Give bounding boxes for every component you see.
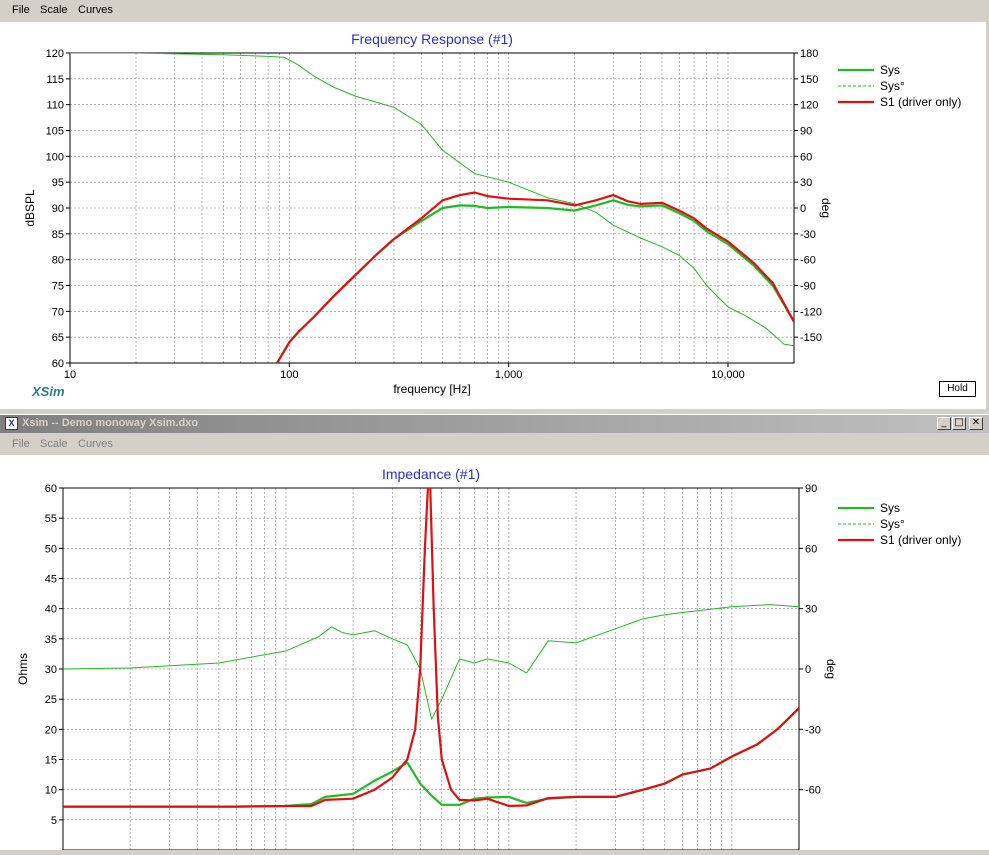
legend-label: Sys° <box>880 79 905 93</box>
y-tick-label: 115 <box>46 74 64 86</box>
y2-tick-label: -30 <box>800 229 816 241</box>
xsim-logo: XSim <box>32 384 65 399</box>
y2-tick-label: -150 <box>800 332 822 344</box>
y2-axis-label: deg <box>819 198 833 218</box>
y-tick-label: 15 <box>45 755 57 767</box>
x-tick-label: 10 <box>64 369 76 381</box>
frequency-response-chart: Frequency Response (#1) 60 65 70 75 80 85 90 95 1… <box>23 31 961 396</box>
y-tick-label: 85 <box>52 229 64 241</box>
y-tick-label: 30 <box>45 664 57 676</box>
legend-label: Sys <box>880 501 900 515</box>
minimize-icon[interactable]: _ <box>937 417 951 430</box>
series-line-s1 <box>63 488 799 808</box>
xsim-app-icon[interactable]: X <box>5 417 18 430</box>
y-tick-label: 120 <box>46 48 64 60</box>
y-tick-label: 25 <box>45 694 57 706</box>
impedance-panel: Impedance (#1) 5 10 15 20 25 30 35 40 45 50 55 60 -60… <box>0 455 989 851</box>
series-line-sys <box>276 199 794 363</box>
y-tick-label: 95 <box>52 177 64 189</box>
legend-label: Sys° <box>880 517 905 531</box>
x-axis-label: frequency [Hz] <box>393 382 470 396</box>
menu-scale[interactable]: Scale <box>40 438 68 450</box>
menu-curves[interactable]: Curves <box>78 438 113 450</box>
y2-tick-label: 90 <box>805 483 817 495</box>
hold-button[interactable]: Hold <box>939 381 976 397</box>
window-title: Xsim -- Demo monoway Xsim.dxo <box>22 417 199 429</box>
y2-tick-label: -120 <box>800 306 822 318</box>
y2-tick-label: -60 <box>805 785 821 797</box>
y2-tick-label: 180 <box>800 48 818 60</box>
legend-label: S1 (driver only) <box>880 533 961 547</box>
x-tick-label: 100 <box>280 369 298 381</box>
y2-tick-label: 90 <box>800 126 812 138</box>
y-tick-label: 60 <box>52 358 64 370</box>
y-tick-label: 20 <box>45 724 57 736</box>
window-titlebar: X Xsim -- Demo monoway Xsim.dxo _ □ ✕ <box>0 414 989 433</box>
y2-tick-label: -30 <box>805 724 821 736</box>
y2-tick-label: 0 <box>805 664 811 676</box>
y2-tick-label: 150 <box>800 74 818 86</box>
y2-tick-label: 60 <box>805 543 817 555</box>
y-tick-label: 35 <box>45 634 57 646</box>
y-tick-label: 45 <box>45 574 57 586</box>
y-tick-label: 50 <box>45 543 57 555</box>
frequency-response-panel: Frequency Response (#1) 60 65 70 75 80 85 90 95 1… <box>0 22 986 409</box>
chart-title: Frequency Response (#1) <box>351 31 513 47</box>
y2-tick-label: 60 <box>800 151 812 163</box>
y2-tick-label: 30 <box>800 177 812 189</box>
legend-label: Sys <box>880 63 900 77</box>
y2-axis-label: deg <box>824 659 838 679</box>
y-tick-label: 80 <box>52 255 64 267</box>
y2-tick-label: 120 <box>800 100 818 112</box>
series-line-sys-phase <box>70 53 794 347</box>
close-icon[interactable]: ✕ <box>969 417 983 430</box>
legend-label: S1 (driver only) <box>880 95 961 109</box>
y-tick-label: 40 <box>45 604 57 616</box>
y-tick-label: 65 <box>52 332 64 344</box>
y2-tick-label: 0 <box>800 203 806 215</box>
y-tick-label: 110 <box>46 100 64 112</box>
series-line-s1 <box>276 191 794 363</box>
y-tick-label: 70 <box>52 306 64 318</box>
y-tick-label: 90 <box>52 203 64 215</box>
maximize-icon[interactable]: □ <box>952 417 966 430</box>
menu-scale[interactable]: Scale <box>40 4 68 16</box>
menu-curves[interactable]: Curves <box>78 4 113 16</box>
y-tick-label: 100 <box>46 151 64 163</box>
menu-file[interactable]: File <box>12 438 30 450</box>
series-line-sys <box>63 707 799 808</box>
y2-tick-label: 30 <box>805 604 817 616</box>
y-tick-label: 10 <box>45 785 57 797</box>
y2-tick-label: -60 <box>800 255 816 267</box>
series-line-sys-phase <box>63 604 799 720</box>
y-tick-label: 75 <box>52 281 64 293</box>
y-tick-label: 60 <box>45 483 57 495</box>
y-axis-label: Ohms <box>16 653 30 685</box>
x-tick-label: 10,000 <box>711 369 745 381</box>
bottom-menu-bar: File Scale Curves <box>0 434 989 454</box>
chart-title: Impedance (#1) <box>382 466 480 482</box>
menu-file[interactable]: File <box>12 4 30 16</box>
y-axis-label: dBSPL <box>23 189 37 227</box>
y2-tick-label: -90 <box>800 281 816 293</box>
top-menu-bar: File Scale Curves <box>0 0 989 20</box>
y-tick-label: 55 <box>45 513 57 525</box>
y-tick-label: 5 <box>51 815 57 827</box>
y-tick-label: 105 <box>46 126 64 138</box>
x-tick-label: 1,000 <box>495 369 523 381</box>
impedance-chart: Impedance (#1) 5 10 15 20 25 30 35 40 45 50 55 60 -60… <box>16 466 961 851</box>
